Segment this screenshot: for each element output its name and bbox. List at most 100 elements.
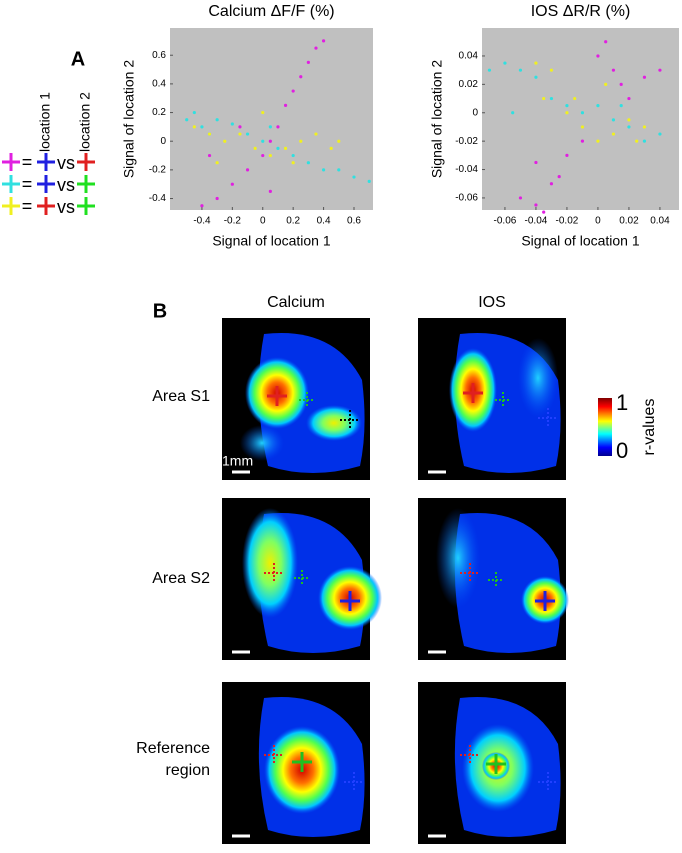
map-blob <box>518 338 558 418</box>
legend-eq: = <box>22 196 33 216</box>
y-tick-label: 0.4 <box>152 79 166 90</box>
x-tick-label: 0.6 <box>347 216 361 227</box>
y-tick-label: 0 <box>160 136 166 147</box>
scatter-point <box>276 125 280 129</box>
scatter-point <box>604 82 608 86</box>
scatter-point <box>503 61 507 65</box>
chart-title: Calcium ΔF/F (%) <box>208 3 334 20</box>
colorbar-max: 1 <box>616 390 628 415</box>
scatter-point <box>534 61 538 65</box>
x-axis-label: Signal of location 1 <box>212 233 331 249</box>
scatter-point <box>261 139 265 143</box>
scatter-point <box>238 125 242 129</box>
scatter-point <box>635 139 639 143</box>
map-blob <box>306 405 362 441</box>
scatter-point <box>542 96 546 101</box>
scatter-point <box>596 54 600 58</box>
scatter-point <box>611 132 616 136</box>
scatter-point <box>627 125 631 129</box>
scatter-point <box>207 153 212 158</box>
x-tick-label: -0.4 <box>193 216 211 227</box>
correlation-map <box>418 682 566 844</box>
scatter-point <box>321 39 326 43</box>
scatter-point <box>549 96 554 101</box>
colorbar-min: 0 <box>616 438 628 463</box>
x-tick-label: 0.02 <box>619 216 639 227</box>
scatter-point <box>230 182 234 186</box>
row-label: Area S1 <box>152 388 210 405</box>
column-title: Calcium <box>267 294 325 311</box>
scatter-point <box>642 75 647 79</box>
scatter-point <box>215 161 219 165</box>
x-tick-label: -0.06 <box>494 216 517 227</box>
map-blob <box>436 508 480 608</box>
panel-label: B <box>153 300 167 322</box>
legend-axis-label: location 1 <box>37 92 53 152</box>
scatter-point <box>314 132 318 136</box>
x-tick-label: -0.2 <box>224 216 242 227</box>
scale-bar-label: 1mm <box>222 453 253 469</box>
scatter-point <box>192 110 196 115</box>
scatter-point <box>604 40 608 44</box>
scatter-point <box>580 139 585 143</box>
scatter-point <box>291 161 295 165</box>
scatter-point <box>534 160 538 165</box>
scatter-point <box>200 204 204 208</box>
scatter-point <box>291 153 295 158</box>
y-tick-label: 0.02 <box>459 79 479 90</box>
scatter-point <box>549 68 554 72</box>
scatter-point <box>268 189 272 193</box>
scatter-point <box>337 139 341 143</box>
y-axis-label: Signal of location 2 <box>429 60 445 179</box>
scatter-point <box>596 139 600 143</box>
scatter-point <box>580 111 585 115</box>
scatter-point <box>253 146 257 150</box>
scatter-point <box>367 179 371 183</box>
row-label: Reference region <box>136 740 210 779</box>
scatter-point <box>238 132 242 136</box>
scatter-point <box>321 168 326 172</box>
scatter-point <box>337 168 341 172</box>
scatter-point <box>580 125 585 129</box>
x-tick-label: 0.04 <box>650 216 670 227</box>
scatter-point <box>352 175 356 179</box>
y-tick-label: -0.4 <box>149 193 167 204</box>
plot-area <box>482 28 679 210</box>
x-axis-label: Signal of location 1 <box>521 233 640 249</box>
colorbar-label: r-values <box>641 399 658 456</box>
correlation-map <box>222 682 370 844</box>
scatter-point <box>261 110 265 115</box>
chart-title: IOS ΔR/R (%) <box>531 3 631 20</box>
scatter-point <box>268 153 272 158</box>
scatter-point <box>658 68 662 72</box>
legend-axis-label: location 2 <box>77 92 93 152</box>
scatter-point <box>534 75 538 79</box>
legend-vs: vs <box>57 153 75 173</box>
scatter-point <box>276 146 280 150</box>
scatter-point <box>192 125 196 129</box>
scatter-point <box>299 139 303 143</box>
y-tick-label: -0.04 <box>455 164 478 175</box>
y-tick-label: 0 <box>472 107 478 118</box>
correlation-map <box>222 318 370 480</box>
scatter-point <box>215 118 219 122</box>
scatter-point <box>245 132 250 136</box>
scatter-point <box>557 175 561 179</box>
scatter-point <box>619 82 623 86</box>
column-title: IOS <box>478 294 506 311</box>
legend-vs: vs <box>57 197 75 217</box>
scatter-point <box>268 125 272 129</box>
scatter-point <box>565 153 569 157</box>
map-blob <box>240 425 284 461</box>
scatter-point <box>549 182 554 186</box>
scatter-point <box>642 139 647 143</box>
plot-area <box>170 28 373 210</box>
scatter-point <box>223 139 227 143</box>
y-tick-label: -0.06 <box>455 193 478 204</box>
scatter-point <box>534 203 538 207</box>
scatter-point <box>215 196 219 201</box>
correlation-map <box>418 498 569 660</box>
y-tick-label: 0.04 <box>459 51 479 62</box>
scatter-point <box>245 168 250 172</box>
scatter-point <box>627 96 631 101</box>
